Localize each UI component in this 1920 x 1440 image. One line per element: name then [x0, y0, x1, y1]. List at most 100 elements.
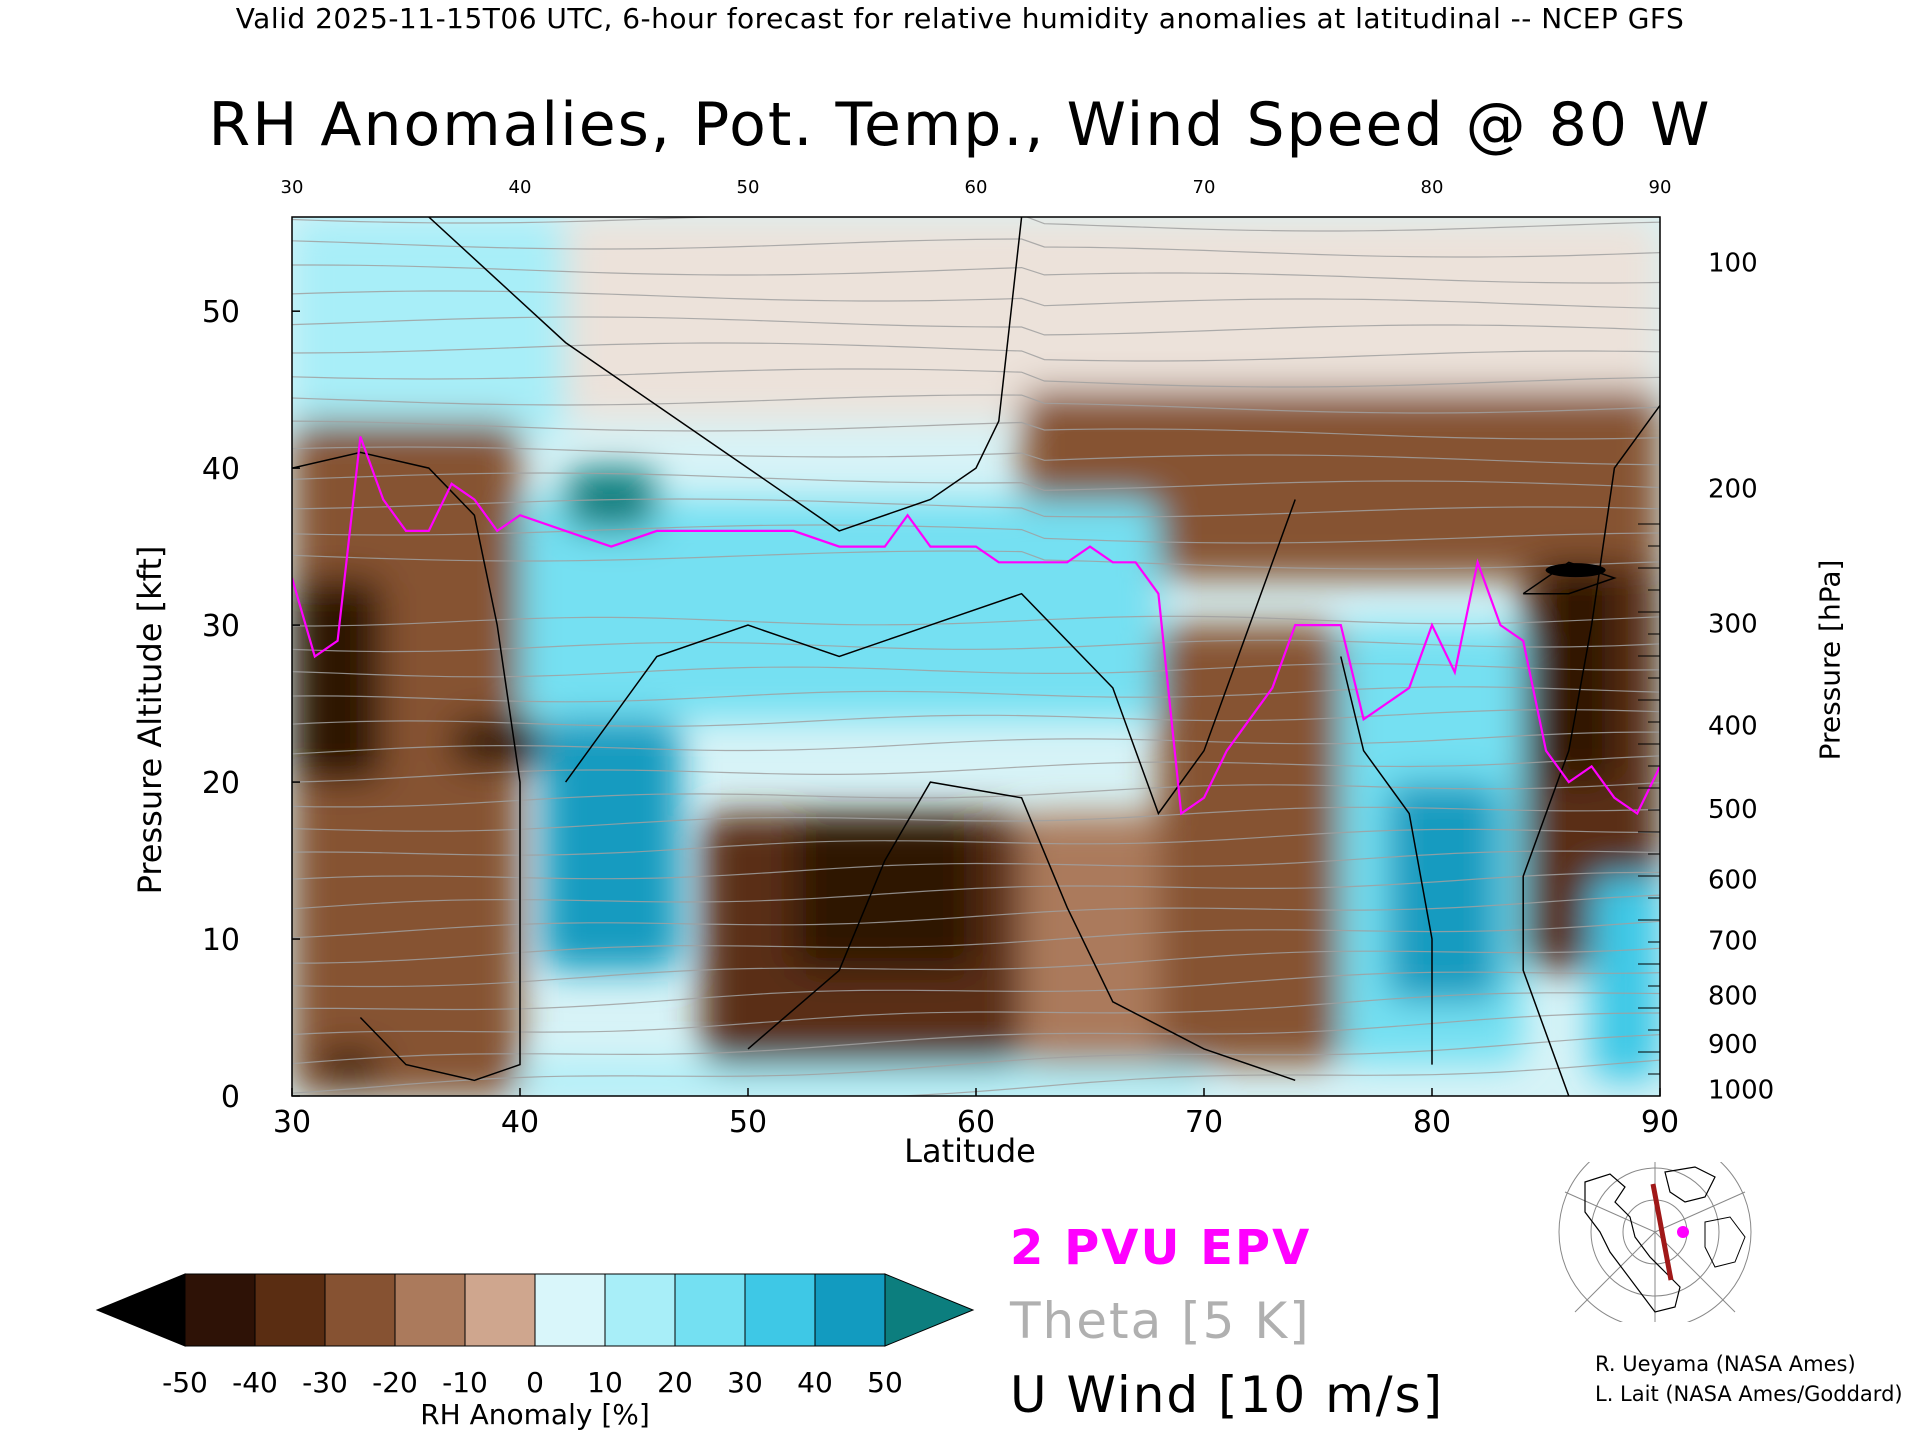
- epv-point-16: [792, 530, 795, 532]
- heat-region-2: [1021, 389, 1660, 579]
- epv-point-47: [1590, 765, 1593, 768]
- heat-region-4: [292, 578, 384, 783]
- heat-blur-group: [292, 217, 1660, 1096]
- heat-region-17: [1546, 562, 1615, 783]
- epv-point-36: [1340, 624, 1342, 626]
- epv-point-22: [998, 561, 1000, 564]
- theta-contour-30: [292, 290, 1660, 309]
- legend-theta: Theta [5 K]: [1010, 1292, 1311, 1350]
- u-wind-contour-2: [747, 781, 1296, 1082]
- epv-point-3: [359, 435, 362, 438]
- epv-point-5: [405, 530, 407, 532]
- epv-point-21: [975, 545, 977, 548]
- y-right-tick-label-0: 1000: [1708, 1076, 1774, 1106]
- epv-point-46: [1568, 781, 1570, 783]
- heat-region-19: [520, 1064, 1204, 1096]
- epv-point-40: [1431, 624, 1433, 626]
- u-wind-contour-1: [564, 499, 1296, 816]
- theta-contour-13: [292, 755, 1660, 783]
- u-wind-jet-core: [1545, 563, 1606, 578]
- theta-contour-15: [292, 709, 1660, 727]
- epv-point-35: [1317, 624, 1319, 626]
- x-tick-label-5: 80: [1413, 1105, 1451, 1140]
- epv-point-30: [1203, 796, 1205, 799]
- colorbar-segment-2: [324, 1273, 396, 1347]
- colorbar-segment-7: [674, 1273, 746, 1347]
- epv-point-19: [906, 514, 909, 517]
- x-top-tick-label-5: 80: [1421, 177, 1444, 198]
- x-top-tick-label-3: 60: [965, 177, 988, 198]
- heat-region-5: [314, 1048, 384, 1081]
- epv-point-27: [1134, 561, 1137, 564]
- x-top-tick-label-4: 70: [1193, 177, 1216, 198]
- theta-contour-28: [292, 342, 1660, 362]
- x-top-tick-label-2: 50: [737, 177, 760, 198]
- epv-point-45: [1545, 749, 1547, 752]
- epv-point-6: [428, 530, 430, 532]
- epv-point-29: [1180, 812, 1182, 815]
- colorbar-tick-label-2: -30: [302, 1366, 348, 1399]
- heat-region-15: [1386, 782, 1501, 1002]
- x-top-tick-label-0: 30: [281, 177, 304, 198]
- epv-point-48: [1613, 796, 1616, 799]
- y-tick-label-4: 40: [202, 452, 240, 487]
- chart-title: RH Anomalies, Pot. Temp., Wind Speed @ 8…: [208, 90, 1712, 160]
- credit-line-1: R. Ueyama (NASA Ames): [1595, 1352, 1856, 1376]
- colorbar-segment-6: [604, 1273, 676, 1347]
- theta-contour-18: [292, 639, 1660, 653]
- x-top-tick-label-1: 40: [509, 177, 532, 198]
- epv-point-34: [1294, 624, 1296, 626]
- heat-region-0: [292, 217, 1660, 422]
- y-tick-label-5: 50: [202, 295, 240, 330]
- legend-u-wind: U Wind [10 m/s]: [1010, 1366, 1445, 1424]
- theta-contour-23: [292, 472, 1660, 492]
- u-wind-contour-5: [1340, 656, 1433, 1065]
- heat-region-18: [1591, 876, 1660, 1081]
- theta-contour-24: [292, 446, 1660, 466]
- colorbar: -50 -40 -30 -20 -10 0 10 20 30 40 50: [95, 1273, 975, 1399]
- epv-point-28: [1157, 592, 1160, 595]
- theta-contour-26: [292, 394, 1660, 414]
- x-axis-label: Latitude: [904, 1132, 1036, 1170]
- colorbar-tick-label-3: -20: [372, 1366, 418, 1399]
- colorbar-segment-9: [814, 1273, 886, 1347]
- epv-point-20: [929, 545, 932, 548]
- x-tick-label-0: 30: [273, 1105, 311, 1140]
- u-wind-contour-3: [428, 217, 1023, 532]
- epv-point-44: [1522, 640, 1524, 642]
- theta-contour-29: [292, 316, 1660, 336]
- epv-point-38: [1385, 702, 1388, 705]
- y-right-tick-label-3: 700: [1708, 927, 1758, 957]
- y-tick-label-0: 0: [221, 1080, 240, 1115]
- epv-point-7: [450, 483, 453, 485]
- heat-region-6: [451, 719, 543, 767]
- theta-contour-31: [292, 264, 1660, 284]
- y-tick-label-1: 10: [202, 923, 240, 958]
- theta-contour-22: [292, 498, 1660, 518]
- epv-point-8: [473, 498, 476, 501]
- epv-point-10: [519, 514, 521, 517]
- epv-point-11: [564, 530, 567, 532]
- location-map-icon: [1555, 1162, 1755, 1322]
- legend-epv: 2 PVU EPV: [1010, 1220, 1312, 1276]
- epv-point-39: [1408, 687, 1410, 689]
- y-tick-label-2: 20: [202, 766, 240, 801]
- epv-point-4: [382, 498, 385, 501]
- epv-point-13: [656, 530, 658, 532]
- x-top-tick-label-6: 90: [1649, 177, 1672, 198]
- heat-region-11: [793, 813, 976, 971]
- header-text: Valid 2025-11-15T06 UTC, 6-hour forecast…: [235, 2, 1685, 35]
- colorbar-segment-5: [534, 1273, 606, 1347]
- colorbar-tick-label-9: 40: [797, 1366, 833, 1399]
- y-right-tick-label-2: 800: [1708, 982, 1758, 1012]
- colorbar-segment-8: [744, 1273, 816, 1347]
- epv-point-49: [1636, 812, 1638, 815]
- theta-contour-32: [292, 238, 1660, 258]
- y-axis-label-right: Pressure [hPa]: [1813, 559, 1847, 761]
- colorbar-segment-3: [394, 1273, 466, 1347]
- epv-point-25: [1089, 545, 1091, 548]
- colorbar-tick-label-4: -10: [442, 1366, 488, 1399]
- x-tick-label-4: 70: [1185, 1105, 1223, 1140]
